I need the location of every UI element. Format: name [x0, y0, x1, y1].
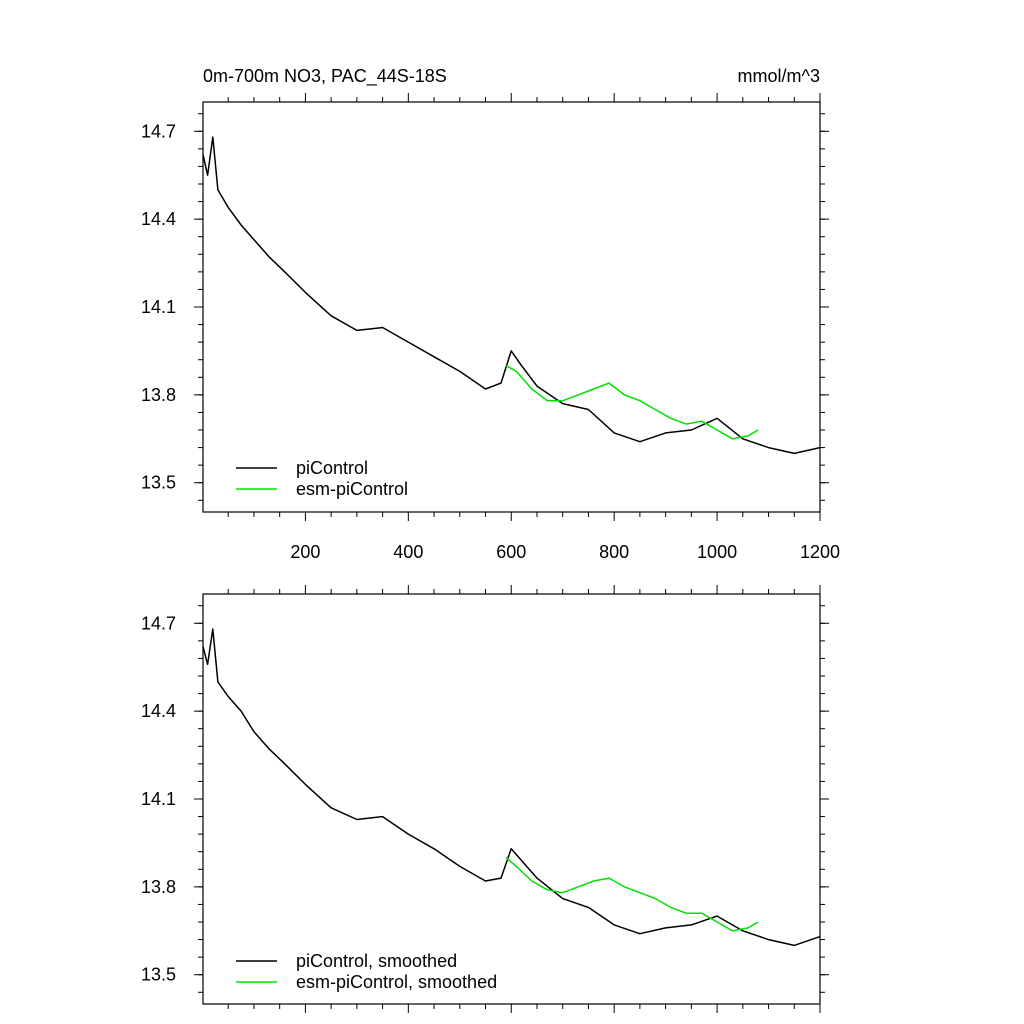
- legend-label: esm-piControl: [296, 479, 408, 499]
- panel-top: 13.5 13.8 14.1 14.4 14.7 200 400 600 800 1000 1200…: [141, 93, 840, 562]
- plot-frame: [202, 101, 821, 513]
- legend-label: piControl: [296, 458, 368, 478]
- series-line-0: [202, 136, 821, 455]
- y-tick-label: 13.8: [141, 877, 176, 897]
- y-tick-label: 13.5: [141, 473, 176, 493]
- legend-label: piControl, smoothed: [296, 951, 457, 971]
- y-tick-label: 14.7: [141, 613, 176, 633]
- y-tick-label: 14.4: [141, 209, 176, 229]
- x-tick-label: 1200: [800, 542, 840, 562]
- y-tick-label: 14.4: [141, 701, 176, 721]
- y-tick-label: 13.8: [141, 385, 176, 405]
- y-tick-label: 13.5: [141, 965, 176, 985]
- plot-frame: [202, 593, 821, 1005]
- chart-title: 0m-700m NO3, PAC_44S-18S: [203, 66, 447, 87]
- series-line-0: [202, 628, 821, 947]
- y-tick-label: 14.1: [141, 297, 176, 317]
- series-line-1: [505, 857, 759, 932]
- y-tick-label: 14.7: [141, 121, 176, 141]
- panel-bottom: 13.5 13.8 14.1 14.4 14.7 piControl, smoothede…: [141, 585, 829, 1013]
- x-tick-label: 800: [599, 542, 629, 562]
- series-line-1: [505, 364, 759, 440]
- legend-label: esm-piControl, smoothed: [296, 972, 497, 992]
- x-tick-label: 400: [393, 542, 423, 562]
- x-tick-label: 1000: [697, 542, 737, 562]
- x-tick-label: 600: [496, 542, 526, 562]
- x-tick-label: 200: [290, 542, 320, 562]
- y-tick-label: 14.1: [141, 789, 176, 809]
- chart-units: mmol/m^3: [738, 66, 820, 86]
